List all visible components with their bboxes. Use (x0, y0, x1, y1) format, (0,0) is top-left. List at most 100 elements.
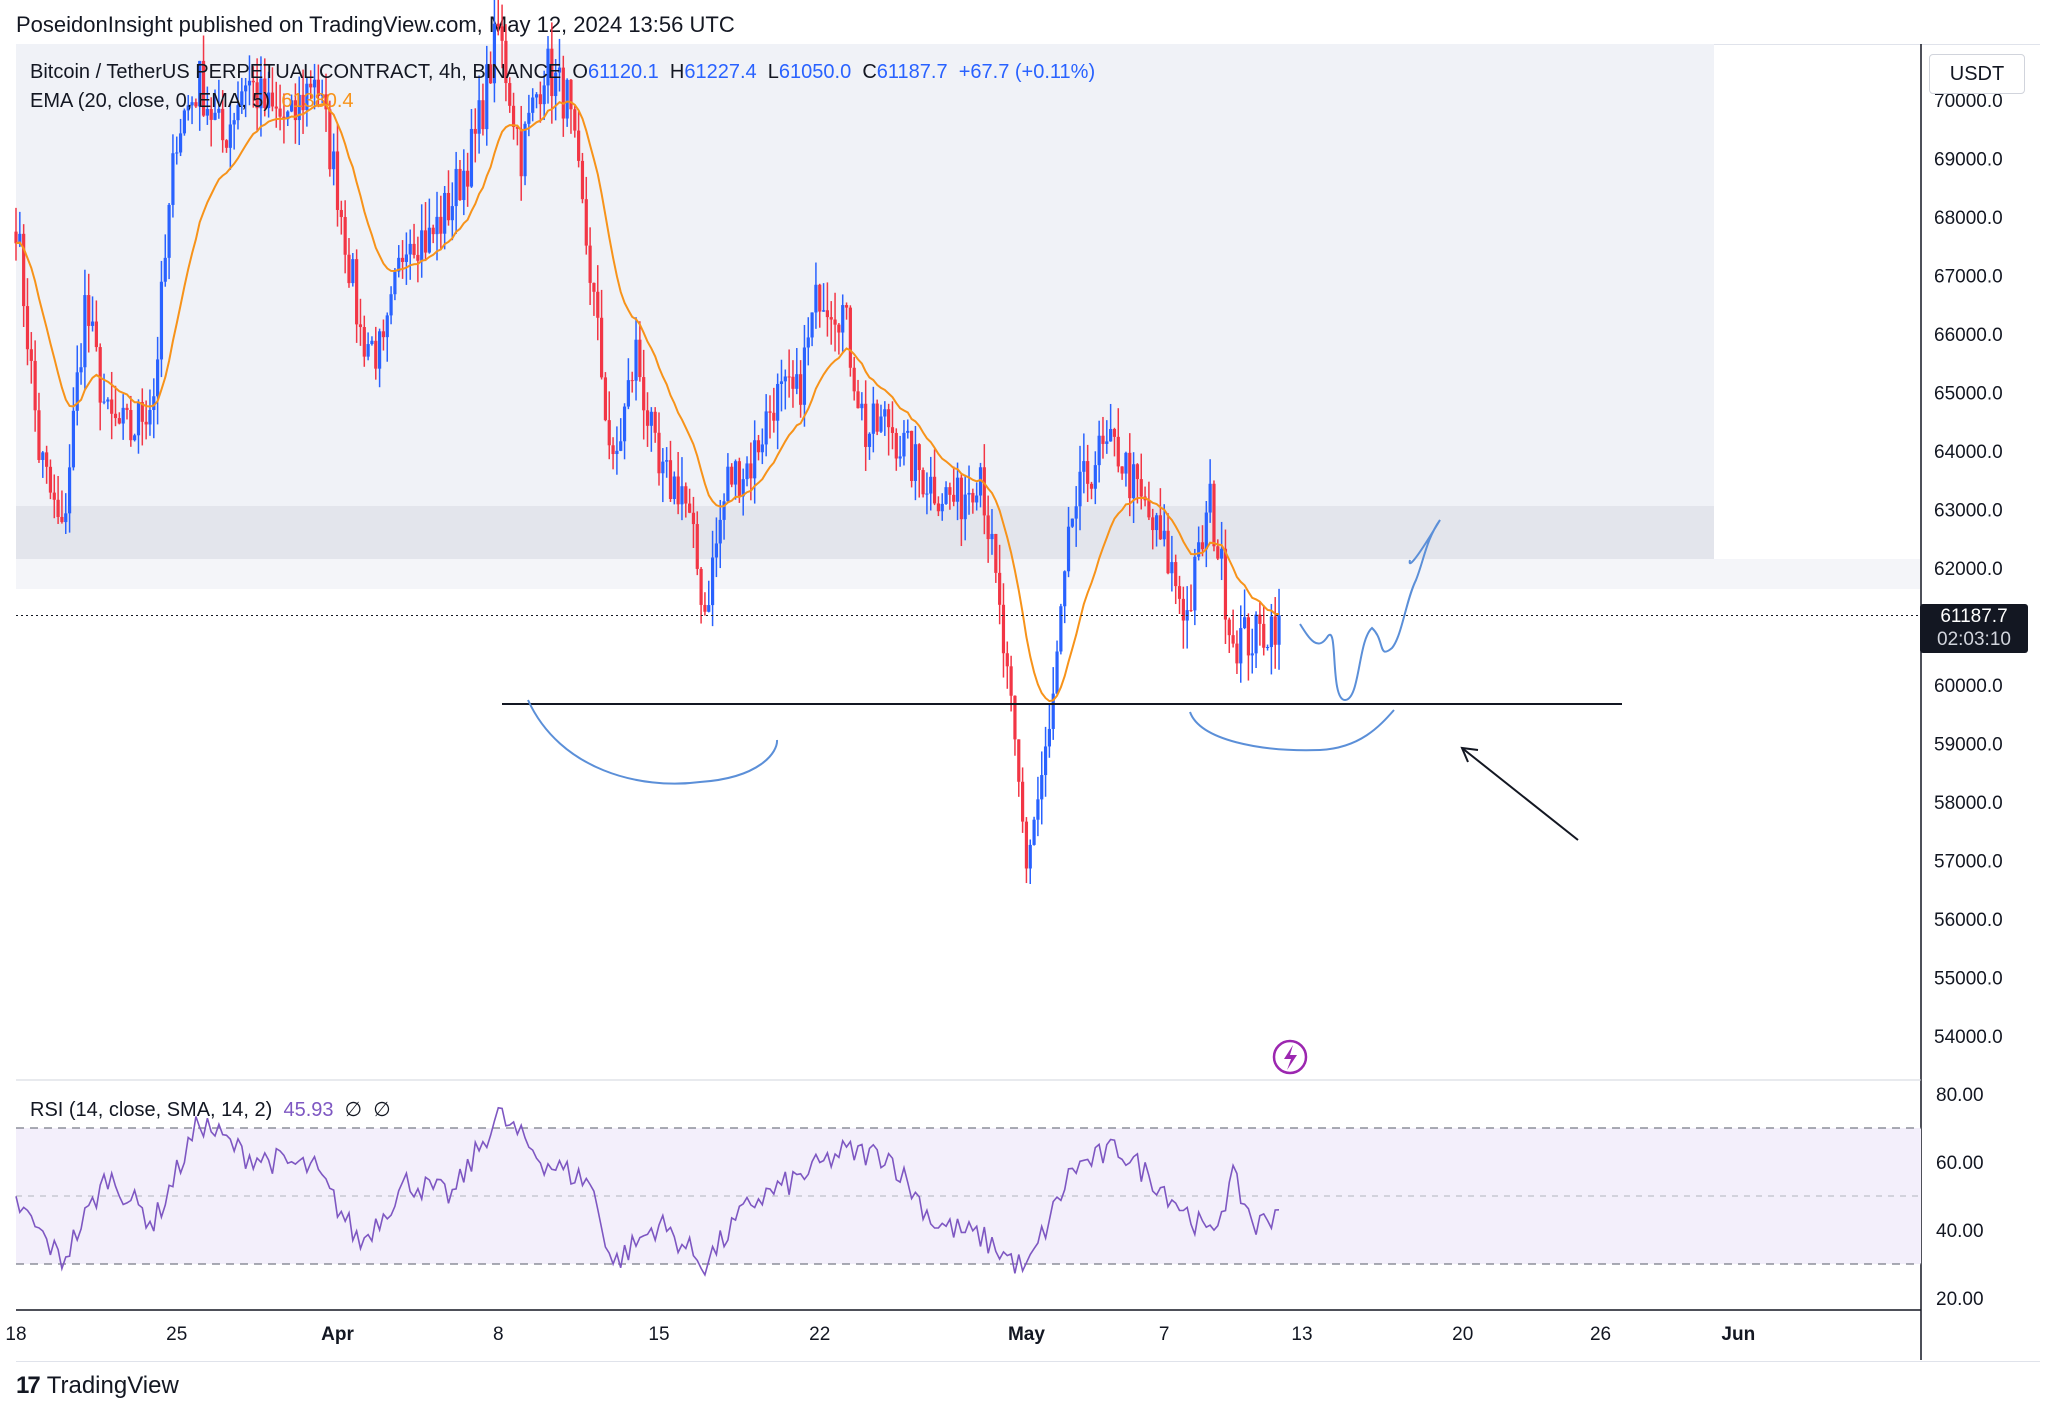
candle (335, 124, 340, 227)
candle (856, 379, 860, 409)
candle (87, 273, 91, 353)
candle (890, 401, 895, 450)
candle (898, 435, 902, 467)
candle (136, 399, 141, 454)
candle (1063, 570, 1067, 624)
candle (1135, 463, 1140, 504)
candle (665, 447, 669, 478)
candle (1036, 776, 1040, 837)
ema-label: EMA (20, close, 0, EMA, 5) (30, 90, 271, 112)
rsi-tick-label: 40.00 (1936, 1221, 1984, 1242)
candle (423, 202, 428, 262)
candle (978, 462, 983, 508)
candle (1258, 601, 1262, 646)
candle (917, 443, 921, 498)
candle (1124, 451, 1128, 487)
candle (1235, 630, 1239, 674)
projection-drawing[interactable] (1299, 519, 1441, 702)
price-axis[interactable]: 70000.0 69000.0 68000.0 67000.0 66000.0 65000… (1934, 91, 2003, 1048)
candle (60, 490, 64, 524)
candle (194, 98, 198, 108)
time-axis[interactable]: 18 25 Apr 8 15 22 May 7 13 20 26 Jun (5, 1324, 1755, 1345)
candle (1189, 584, 1193, 612)
candle (446, 170, 451, 226)
candle (875, 399, 879, 436)
candle (1128, 433, 1132, 517)
symbol-label[interactable]: Bitcoin / TetherUS PERPETUAL CONTRACT, 4… (30, 61, 562, 83)
candle (175, 136, 179, 165)
candle (982, 444, 986, 535)
candle (948, 482, 952, 510)
lightning-icon[interactable] (1272, 1039, 1308, 1075)
candle (626, 358, 630, 410)
right-curve-drawing[interactable] (1189, 709, 1395, 752)
candle (259, 56, 263, 137)
time-tick-label: 8 (493, 1324, 504, 1345)
candle (523, 121, 527, 186)
candle (450, 182, 454, 241)
candle (779, 359, 784, 412)
candle (1185, 586, 1189, 649)
tradingview-brand[interactable]: 17 TradingView (16, 1372, 179, 1400)
candle (500, 4, 504, 69)
ema-legend[interactable]: EMA (20, close, 0, EMA, 5) 61380.4 (30, 90, 354, 113)
candle (967, 465, 971, 515)
candle (753, 420, 757, 504)
candle (1120, 466, 1124, 480)
candle (932, 449, 937, 506)
candle (1047, 704, 1051, 758)
candle (312, 63, 317, 110)
candle (756, 434, 761, 461)
candle (825, 282, 830, 337)
candle (1193, 548, 1197, 626)
rsi-tick-label: 80.00 (1936, 1085, 1984, 1106)
candle (561, 55, 565, 137)
candle (358, 298, 363, 346)
rsi-extra-2: ∅ (373, 1099, 391, 1121)
price-tick-label: 63000.0 (1934, 501, 2003, 522)
zone-lower-band (16, 559, 1920, 589)
left-curve-drawing[interactable] (527, 699, 779, 785)
candle (113, 385, 118, 427)
candle (1200, 525, 1205, 557)
candle (760, 428, 764, 465)
candle (975, 482, 979, 511)
candle (573, 105, 577, 138)
candle (718, 499, 722, 569)
candle (1013, 695, 1017, 756)
candle (221, 90, 225, 153)
candle (492, 0, 497, 103)
candle (599, 289, 604, 380)
candle (1223, 529, 1228, 644)
candle (416, 236, 420, 283)
candle (378, 328, 382, 388)
candle (1116, 408, 1120, 473)
candlestick-series (14, 0, 1281, 885)
time-tick-label: 13 (1291, 1324, 1312, 1345)
last-price-label: 61187.7 02:03:10 (1920, 604, 2028, 653)
candle (351, 253, 355, 287)
candle (1021, 767, 1025, 833)
candle (466, 152, 470, 207)
candle (841, 294, 845, 353)
candle (71, 387, 76, 471)
rsi-axis[interactable]: 80.00 60.00 40.00 20.00 (1936, 1085, 1984, 1310)
candle (400, 240, 405, 279)
candle (638, 321, 642, 382)
candle (1166, 513, 1170, 575)
candle (592, 282, 596, 316)
candle (1269, 603, 1273, 675)
rsi-legend[interactable]: RSI (14, close, SMA, 14, 2) 45.93 ∅ ∅ (30, 1097, 391, 1122)
arrow-drawing[interactable] (1460, 746, 1579, 841)
candle (714, 517, 719, 578)
candle (1254, 611, 1258, 669)
candle (1242, 589, 1247, 630)
price-tick-label: 66000.0 (1934, 325, 2003, 346)
candle (986, 495, 990, 563)
currency-button[interactable]: USDT (1929, 54, 2025, 94)
candle (737, 457, 741, 503)
candle (726, 453, 730, 502)
candle (485, 45, 489, 146)
candle (990, 509, 994, 555)
